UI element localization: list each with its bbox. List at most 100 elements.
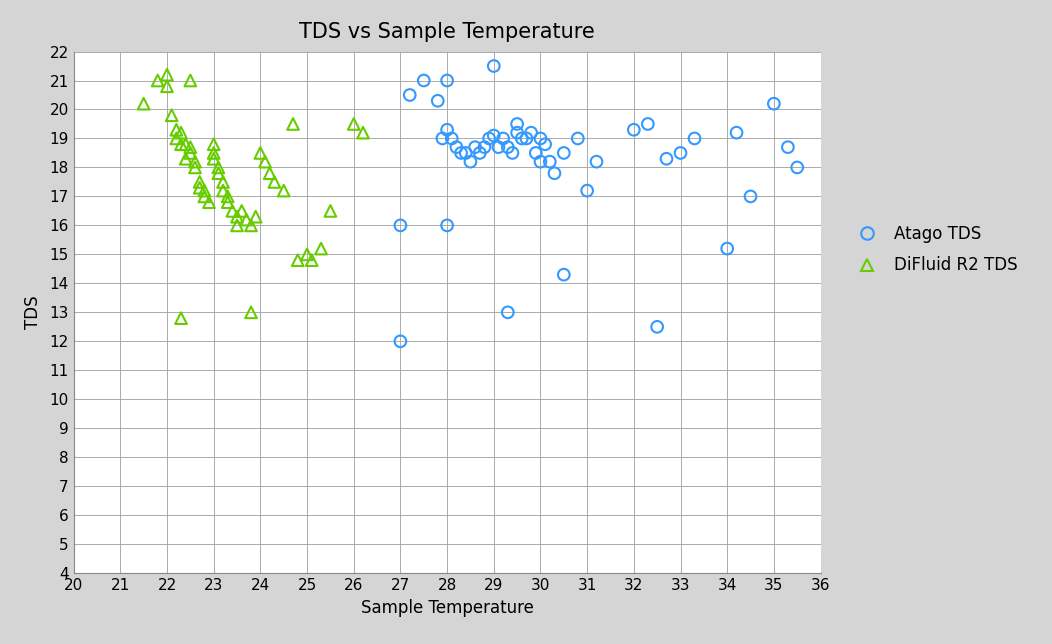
Point [546, 168, 563, 178]
Point [555, 269, 572, 279]
Y-axis label: TDS: TDS [24, 296, 42, 329]
Point [243, 220, 260, 231]
Point [257, 156, 274, 167]
Point [261, 168, 278, 178]
Point [467, 142, 484, 153]
Point [205, 148, 222, 158]
Point [429, 96, 446, 106]
X-axis label: Sample Temperature: Sample Temperature [361, 598, 533, 616]
Point [471, 148, 488, 158]
Point [355, 128, 371, 138]
Point [766, 99, 783, 109]
Point [191, 183, 208, 193]
Point [649, 322, 666, 332]
Point [509, 128, 526, 138]
Point [182, 148, 199, 158]
Point [555, 148, 572, 158]
Point [392, 220, 409, 231]
Point [210, 162, 227, 173]
Point [494, 133, 511, 144]
Point [518, 133, 534, 144]
Point [490, 142, 507, 153]
Point [588, 156, 605, 167]
Point [439, 75, 456, 86]
Point [201, 197, 218, 207]
Point [215, 177, 231, 187]
Point [537, 139, 553, 149]
Point [719, 243, 735, 254]
Point [224, 206, 241, 216]
Point [500, 307, 517, 317]
Point [500, 142, 517, 153]
Point [481, 133, 498, 144]
Point [504, 148, 521, 158]
Point [228, 220, 245, 231]
Point [392, 336, 409, 346]
Point [579, 185, 595, 196]
Point [289, 255, 306, 265]
Point [149, 75, 166, 86]
Point [485, 61, 502, 71]
Point [191, 177, 208, 187]
Point [659, 154, 675, 164]
Point [215, 185, 231, 196]
Point [163, 110, 180, 120]
Point [780, 142, 796, 153]
Point [173, 128, 189, 138]
Point [312, 243, 329, 254]
Point [542, 156, 559, 167]
Point [476, 142, 492, 153]
Point [728, 128, 745, 138]
Point [509, 119, 526, 129]
Point [742, 191, 758, 202]
Point [458, 148, 474, 158]
Point [196, 191, 213, 202]
Point [252, 148, 269, 158]
Point [532, 133, 549, 144]
Point [205, 139, 222, 149]
Point [238, 214, 255, 225]
Point [247, 211, 264, 222]
Point [640, 119, 656, 129]
Point [177, 139, 194, 149]
Point [186, 162, 203, 173]
Point [402, 90, 419, 100]
Point [448, 142, 465, 153]
Point [625, 125, 642, 135]
Point [177, 154, 194, 164]
Point [439, 220, 456, 231]
Point [196, 185, 213, 196]
Point [443, 133, 460, 144]
Point [276, 185, 292, 196]
Point [322, 206, 339, 216]
Point [439, 125, 456, 135]
Point [569, 133, 586, 144]
Title: TDS vs Sample Temperature: TDS vs Sample Temperature [299, 22, 595, 42]
Point [434, 133, 451, 144]
Point [210, 168, 227, 178]
Point [228, 211, 245, 222]
Point [136, 99, 153, 109]
Point [168, 133, 185, 144]
Point [219, 191, 236, 202]
Point [485, 130, 502, 141]
Point [159, 81, 176, 91]
Point [672, 148, 689, 158]
Point [299, 249, 316, 260]
Point [527, 148, 544, 158]
Point [686, 133, 703, 144]
Point [182, 142, 199, 153]
Point [173, 139, 189, 149]
Point [345, 119, 362, 129]
Point [416, 75, 432, 86]
Point [266, 177, 283, 187]
Point [452, 148, 469, 158]
Point [186, 156, 203, 167]
Point [168, 125, 185, 135]
Point [182, 75, 199, 86]
Legend: Atago TDS, DiFluid R2 TDS: Atago TDS, DiFluid R2 TDS [844, 218, 1025, 281]
Point [173, 313, 189, 323]
Point [532, 156, 549, 167]
Point [285, 119, 302, 129]
Point [159, 70, 176, 80]
